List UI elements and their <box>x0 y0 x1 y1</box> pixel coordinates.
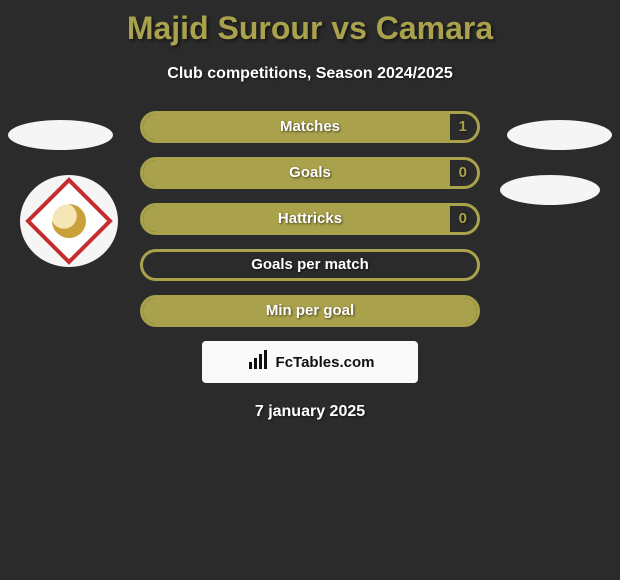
source-brand-text: FcTables.com <box>276 354 375 371</box>
player2-avatar-placeholder <box>507 120 612 150</box>
stats-container: Matches1Goals0Hattricks0Goals per matchM… <box>140 111 480 327</box>
chart-icon <box>246 348 270 376</box>
source-badge: FcTables.com <box>202 341 418 383</box>
player1-club-badge <box>20 175 118 267</box>
club-crest-icon <box>25 177 113 265</box>
snapshot-date: 7 january 2025 <box>0 403 620 421</box>
page-subtitle: Club competitions, Season 2024/2025 <box>0 65 620 83</box>
stat-value: 0 <box>459 160 467 186</box>
player1-avatar-placeholder <box>8 120 113 150</box>
stat-label: Hattricks <box>143 206 477 232</box>
stat-label: Min per goal <box>143 298 477 324</box>
stat-row: Goals per match <box>140 249 480 281</box>
stat-row: Hattricks0 <box>140 203 480 235</box>
player2-club-placeholder <box>500 175 600 205</box>
stat-value: 1 <box>459 114 467 140</box>
page-title: Majid Surour vs Camara <box>0 0 620 47</box>
stat-label: Goals per match <box>143 252 477 278</box>
stat-row: Goals0 <box>140 157 480 189</box>
stat-label: Matches <box>143 114 477 140</box>
stat-value: 0 <box>459 206 467 232</box>
stat-row: Min per goal <box>140 295 480 327</box>
stat-label: Goals <box>143 160 477 186</box>
stat-row: Matches1 <box>140 111 480 143</box>
